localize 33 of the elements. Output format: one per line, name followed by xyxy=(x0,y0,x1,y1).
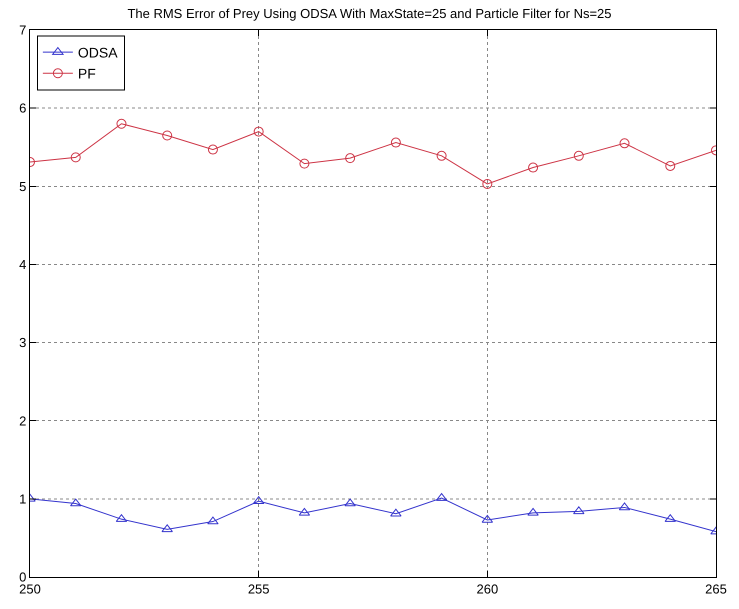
point xyxy=(116,118,126,129)
y-tick-label: 3 xyxy=(19,335,26,350)
x-tick-label: 265 xyxy=(705,582,727,597)
point xyxy=(162,130,172,140)
point xyxy=(528,162,538,173)
point xyxy=(345,153,356,164)
legend-label: ODSA xyxy=(78,44,118,61)
y-tick-label: 4 xyxy=(19,256,26,272)
point xyxy=(162,524,173,532)
point xyxy=(70,152,81,162)
y-tick-label: 6 xyxy=(19,100,26,116)
y-tick-label: 5 xyxy=(19,178,26,194)
point xyxy=(665,160,676,171)
point xyxy=(620,138,630,148)
point xyxy=(618,502,630,510)
point xyxy=(482,178,492,189)
point xyxy=(208,144,218,155)
chart-title: The RMS Error of Prey Using ODSA With MaxState=25 and Particle Filter for Ns=25 xyxy=(127,6,612,22)
x-tick-label: 255 xyxy=(248,582,270,597)
point xyxy=(298,508,310,516)
legend-label: PF xyxy=(78,66,96,82)
point xyxy=(254,126,264,137)
x-tick-label: 260 xyxy=(476,582,498,597)
y-tick-label: 7 xyxy=(19,22,26,38)
point xyxy=(482,514,494,523)
y-tick-label: 1 xyxy=(19,491,26,506)
point xyxy=(574,150,584,161)
point xyxy=(573,506,584,514)
point xyxy=(299,158,310,169)
point xyxy=(436,150,447,161)
point xyxy=(527,508,539,516)
point xyxy=(390,138,401,148)
y-tick-label: 2 xyxy=(19,413,26,428)
